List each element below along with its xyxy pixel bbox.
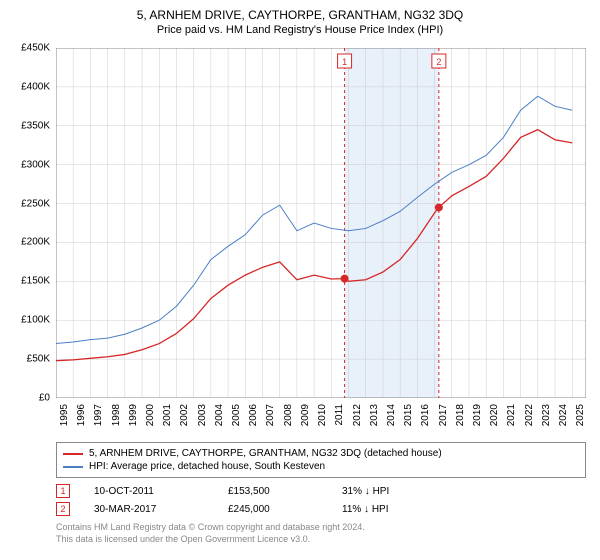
- x-tick-label: 2009: [300, 404, 311, 426]
- x-tick-label: 2020: [489, 404, 500, 426]
- marker-number: 2: [436, 57, 441, 67]
- footer-attribution: Contains HM Land Registry data © Crown c…: [56, 522, 586, 545]
- y-tick-label: £100K: [21, 315, 50, 326]
- x-tick-label: 2005: [231, 404, 242, 426]
- legend-swatch: [63, 453, 83, 455]
- x-tick-label: 2012: [352, 404, 363, 426]
- sale-price: £245,000: [228, 504, 318, 515]
- legend-label: 5, ARNHEM DRIVE, CAYTHORPE, GRANTHAM, NG…: [89, 448, 442, 459]
- x-tick-label: 1995: [59, 404, 70, 426]
- sale-date: 30-MAR-2017: [94, 504, 204, 515]
- x-tick-label: 2021: [506, 404, 517, 426]
- legend-swatch: [63, 466, 83, 468]
- y-tick-label: £50K: [27, 354, 50, 365]
- sale-row: 1 10-OCT-2011 £153,500 31% ↓ HPI: [56, 482, 586, 500]
- chart-svg: 12: [56, 48, 586, 398]
- x-tick-label: 2007: [265, 404, 276, 426]
- sale-diff: 31% ↓ HPI: [342, 486, 389, 497]
- marker-dot: [435, 203, 443, 211]
- x-tick-label: 2004: [214, 404, 225, 426]
- chart-plot-area: 12: [56, 48, 586, 398]
- x-tick-label: 2023: [541, 404, 552, 426]
- x-tick-label: 2002: [179, 404, 190, 426]
- x-tick-label: 2018: [455, 404, 466, 426]
- x-tick-label: 2008: [283, 404, 294, 426]
- x-tick-label: 2003: [197, 404, 208, 426]
- x-tick-label: 2001: [162, 404, 173, 426]
- x-tick-label: 2025: [575, 404, 586, 426]
- legend-label: HPI: Average price, detached house, Sout…: [89, 461, 325, 472]
- x-tick-label: 2022: [524, 404, 535, 426]
- y-tick-label: £400K: [21, 81, 50, 92]
- sale-date: 10-OCT-2011: [94, 486, 204, 497]
- sale-marker-box: 1: [56, 484, 70, 498]
- x-tick-label: 1996: [76, 404, 87, 426]
- footer-line-1: Contains HM Land Registry data © Crown c…: [56, 522, 586, 534]
- sale-price: £153,500: [228, 486, 318, 497]
- x-axis: 1995 1996 1997 1998 1999 2000 2001 2002 2003 2004…: [56, 400, 586, 440]
- x-tick-label: 1998: [111, 404, 122, 426]
- x-tick-label: 2016: [420, 404, 431, 426]
- x-tick-label: 2024: [558, 404, 569, 426]
- x-tick-label: 1999: [128, 404, 139, 426]
- y-tick-label: £300K: [21, 159, 50, 170]
- x-tick-label: 2011: [334, 404, 345, 426]
- x-tick-label: 2010: [317, 404, 328, 426]
- plot-border: [56, 48, 586, 398]
- x-tick-label: 2000: [145, 404, 156, 426]
- page-subtitle: Price paid vs. HM Land Registry's House …: [0, 22, 600, 40]
- x-tick-label: 2013: [369, 404, 380, 426]
- marker-dot: [341, 275, 349, 283]
- legend-row: 5, ARNHEM DRIVE, CAYTHORPE, GRANTHAM, NG…: [63, 447, 579, 460]
- y-axis: £0£50K£100K£150K£200K£250K£300K£350K£400…: [0, 48, 54, 398]
- y-tick-label: £150K: [21, 276, 50, 287]
- page-title: 5, ARNHEM DRIVE, CAYTHORPE, GRANTHAM, NG…: [0, 0, 600, 22]
- sale-diff: 11% ↓ HPI: [342, 504, 389, 515]
- legend: 5, ARNHEM DRIVE, CAYTHORPE, GRANTHAM, NG…: [56, 442, 586, 478]
- x-tick-label: 1997: [93, 404, 104, 426]
- y-tick-label: £450K: [21, 43, 50, 54]
- y-tick-label: £0: [39, 393, 50, 404]
- marker-number: 1: [342, 57, 347, 67]
- footer-line-2: This data is licensed under the Open Gov…: [56, 534, 586, 546]
- x-tick-label: 2015: [403, 404, 414, 426]
- x-tick-label: 2017: [438, 404, 449, 426]
- sale-row: 2 30-MAR-2017 £245,000 11% ↓ HPI: [56, 500, 586, 518]
- x-tick-label: 2019: [472, 404, 483, 426]
- y-tick-label: £350K: [21, 120, 50, 131]
- shaded-band: [345, 48, 439, 398]
- sale-marker-box: 2: [56, 502, 70, 516]
- sales-table: 1 10-OCT-2011 £153,500 31% ↓ HPI 2 30-MAR-201…: [56, 482, 586, 518]
- x-tick-label: 2014: [386, 404, 397, 426]
- x-tick-label: 2006: [248, 404, 259, 426]
- legend-row: HPI: Average price, detached house, Sout…: [63, 460, 579, 473]
- y-tick-label: £250K: [21, 198, 50, 209]
- y-tick-label: £200K: [21, 237, 50, 248]
